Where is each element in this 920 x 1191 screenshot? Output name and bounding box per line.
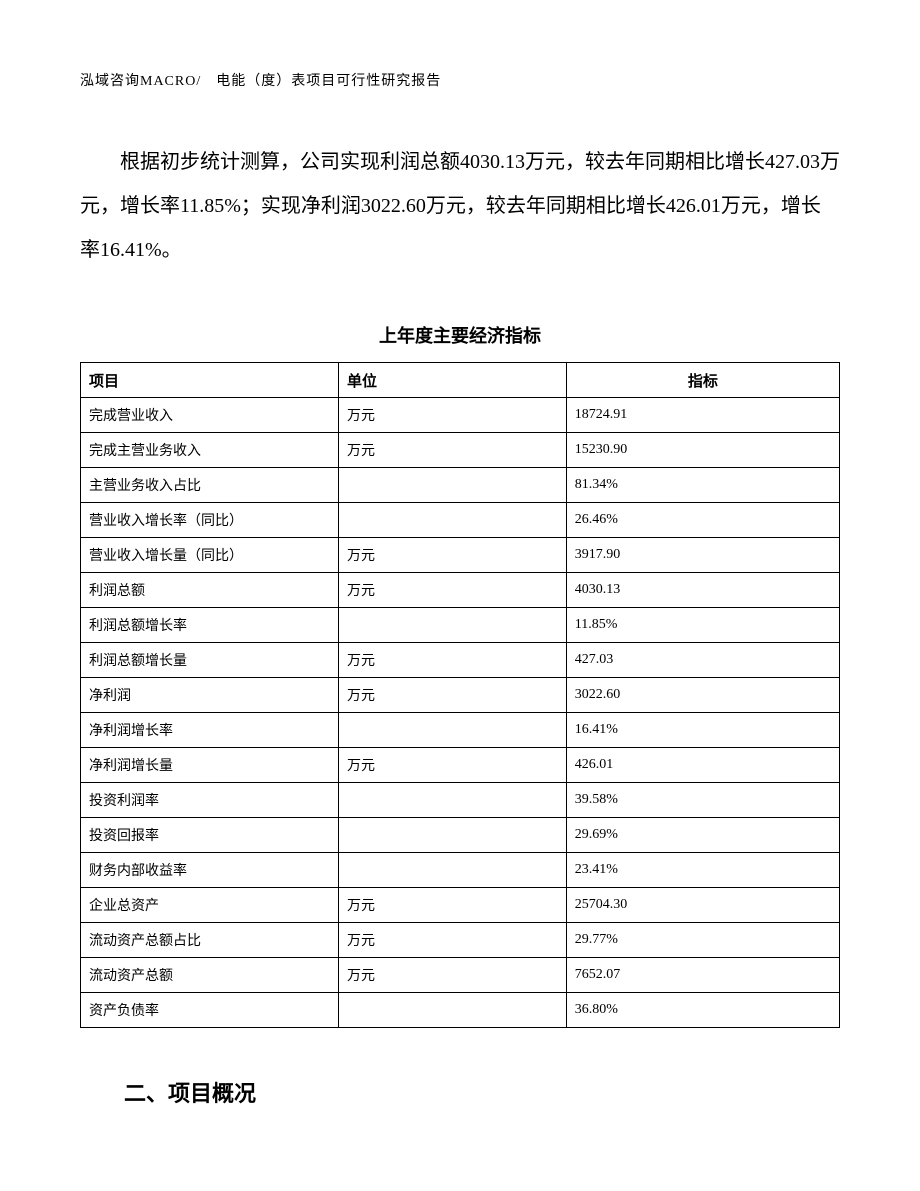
cell-item: 净利润增长量 xyxy=(81,748,339,783)
cell-value: 15230.90 xyxy=(566,433,839,468)
table-row: 净利润万元3022.60 xyxy=(81,678,840,713)
cell-item: 营业收入增长率（同比） xyxy=(81,503,339,538)
table-row: 财务内部收益率 23.41% xyxy=(81,853,840,888)
table-row: 资产负债率 36.80% xyxy=(81,993,840,1028)
cell-value: 39.58% xyxy=(566,783,839,818)
table-row: 投资回报率 29.69% xyxy=(81,818,840,853)
cell-unit xyxy=(339,713,567,748)
cell-item: 主营业务收入占比 xyxy=(81,468,339,503)
cell-unit: 万元 xyxy=(339,923,567,958)
table-row: 企业总资产万元25704.30 xyxy=(81,888,840,923)
cell-unit xyxy=(339,853,567,888)
cell-item: 完成主营业务收入 xyxy=(81,433,339,468)
cell-unit xyxy=(339,783,567,818)
cell-unit: 万元 xyxy=(339,573,567,608)
cell-value: 4030.13 xyxy=(566,573,839,608)
cell-item: 利润总额增长量 xyxy=(81,643,339,678)
table-body: 完成营业收入万元18724.91完成主营业务收入万元15230.90主营业务收入… xyxy=(81,398,840,1028)
table-header-row: 项目 单位 指标 xyxy=(81,363,840,398)
cell-unit: 万元 xyxy=(339,888,567,923)
cell-value: 26.46% xyxy=(566,503,839,538)
table-row: 投资利润率 39.58% xyxy=(81,783,840,818)
table-row: 净利润增长率 16.41% xyxy=(81,713,840,748)
cell-item: 流动资产总额占比 xyxy=(81,923,339,958)
cell-item: 财务内部收益率 xyxy=(81,853,339,888)
cell-unit xyxy=(339,608,567,643)
cell-value: 25704.30 xyxy=(566,888,839,923)
table-row: 主营业务收入占比 81.34% xyxy=(81,468,840,503)
table-row: 营业收入增长率（同比） 26.46% xyxy=(81,503,840,538)
page-header: 泓域咨询MACRO/ 电能（度）表项目可行性研究报告 xyxy=(80,70,840,90)
cell-item: 投资回报率 xyxy=(81,818,339,853)
cell-item: 利润总额增长率 xyxy=(81,608,339,643)
cell-unit: 万元 xyxy=(339,748,567,783)
cell-item: 利润总额 xyxy=(81,573,339,608)
col-header-unit: 单位 xyxy=(339,363,567,398)
cell-unit: 万元 xyxy=(339,398,567,433)
cell-unit: 万元 xyxy=(339,958,567,993)
cell-item: 营业收入增长量（同比） xyxy=(81,538,339,573)
cell-value: 11.85% xyxy=(566,608,839,643)
cell-item: 资产负债率 xyxy=(81,993,339,1028)
table-title: 上年度主要经济指标 xyxy=(80,322,840,348)
table-row: 完成营业收入万元18724.91 xyxy=(81,398,840,433)
cell-unit xyxy=(339,818,567,853)
cell-unit: 万元 xyxy=(339,538,567,573)
cell-item: 流动资产总额 xyxy=(81,958,339,993)
col-header-item: 项目 xyxy=(81,363,339,398)
cell-unit xyxy=(339,468,567,503)
table-row: 营业收入增长量（同比）万元3917.90 xyxy=(81,538,840,573)
cell-value: 3022.60 xyxy=(566,678,839,713)
cell-value: 7652.07 xyxy=(566,958,839,993)
cell-value: 23.41% xyxy=(566,853,839,888)
table-row: 净利润增长量万元426.01 xyxy=(81,748,840,783)
cell-unit: 万元 xyxy=(339,678,567,713)
table-row: 完成主营业务收入万元15230.90 xyxy=(81,433,840,468)
document-page: 泓域咨询MACRO/ 电能（度）表项目可行性研究报告 根据初步统计测算，公司实现… xyxy=(0,0,920,1191)
cell-value: 81.34% xyxy=(566,468,839,503)
table-row: 利润总额增长率 11.85% xyxy=(81,608,840,643)
cell-unit xyxy=(339,503,567,538)
cell-unit xyxy=(339,993,567,1028)
economic-indicators-table: 项目 单位 指标 完成营业收入万元18724.91完成主营业务收入万元15230… xyxy=(80,362,840,1028)
cell-unit: 万元 xyxy=(339,643,567,678)
table-row: 流动资产总额占比万元29.77% xyxy=(81,923,840,958)
cell-value: 427.03 xyxy=(566,643,839,678)
table-row: 利润总额增长量万元427.03 xyxy=(81,643,840,678)
cell-item: 净利润 xyxy=(81,678,339,713)
cell-item: 投资利润率 xyxy=(81,783,339,818)
table-row: 流动资产总额万元7652.07 xyxy=(81,958,840,993)
cell-value: 29.69% xyxy=(566,818,839,853)
col-header-value: 指标 xyxy=(566,363,839,398)
section-heading: 二、项目概况 xyxy=(80,1076,840,1108)
cell-value: 3917.90 xyxy=(566,538,839,573)
cell-item: 完成营业收入 xyxy=(81,398,339,433)
cell-value: 426.01 xyxy=(566,748,839,783)
cell-value: 29.77% xyxy=(566,923,839,958)
cell-item: 净利润增长率 xyxy=(81,713,339,748)
cell-unit: 万元 xyxy=(339,433,567,468)
cell-value: 16.41% xyxy=(566,713,839,748)
table-row: 利润总额万元4030.13 xyxy=(81,573,840,608)
cell-value: 36.80% xyxy=(566,993,839,1028)
cell-item: 企业总资产 xyxy=(81,888,339,923)
summary-paragraph: 根据初步统计测算，公司实现利润总额4030.13万元，较去年同期相比增长427.… xyxy=(80,140,840,272)
cell-value: 18724.91 xyxy=(566,398,839,433)
